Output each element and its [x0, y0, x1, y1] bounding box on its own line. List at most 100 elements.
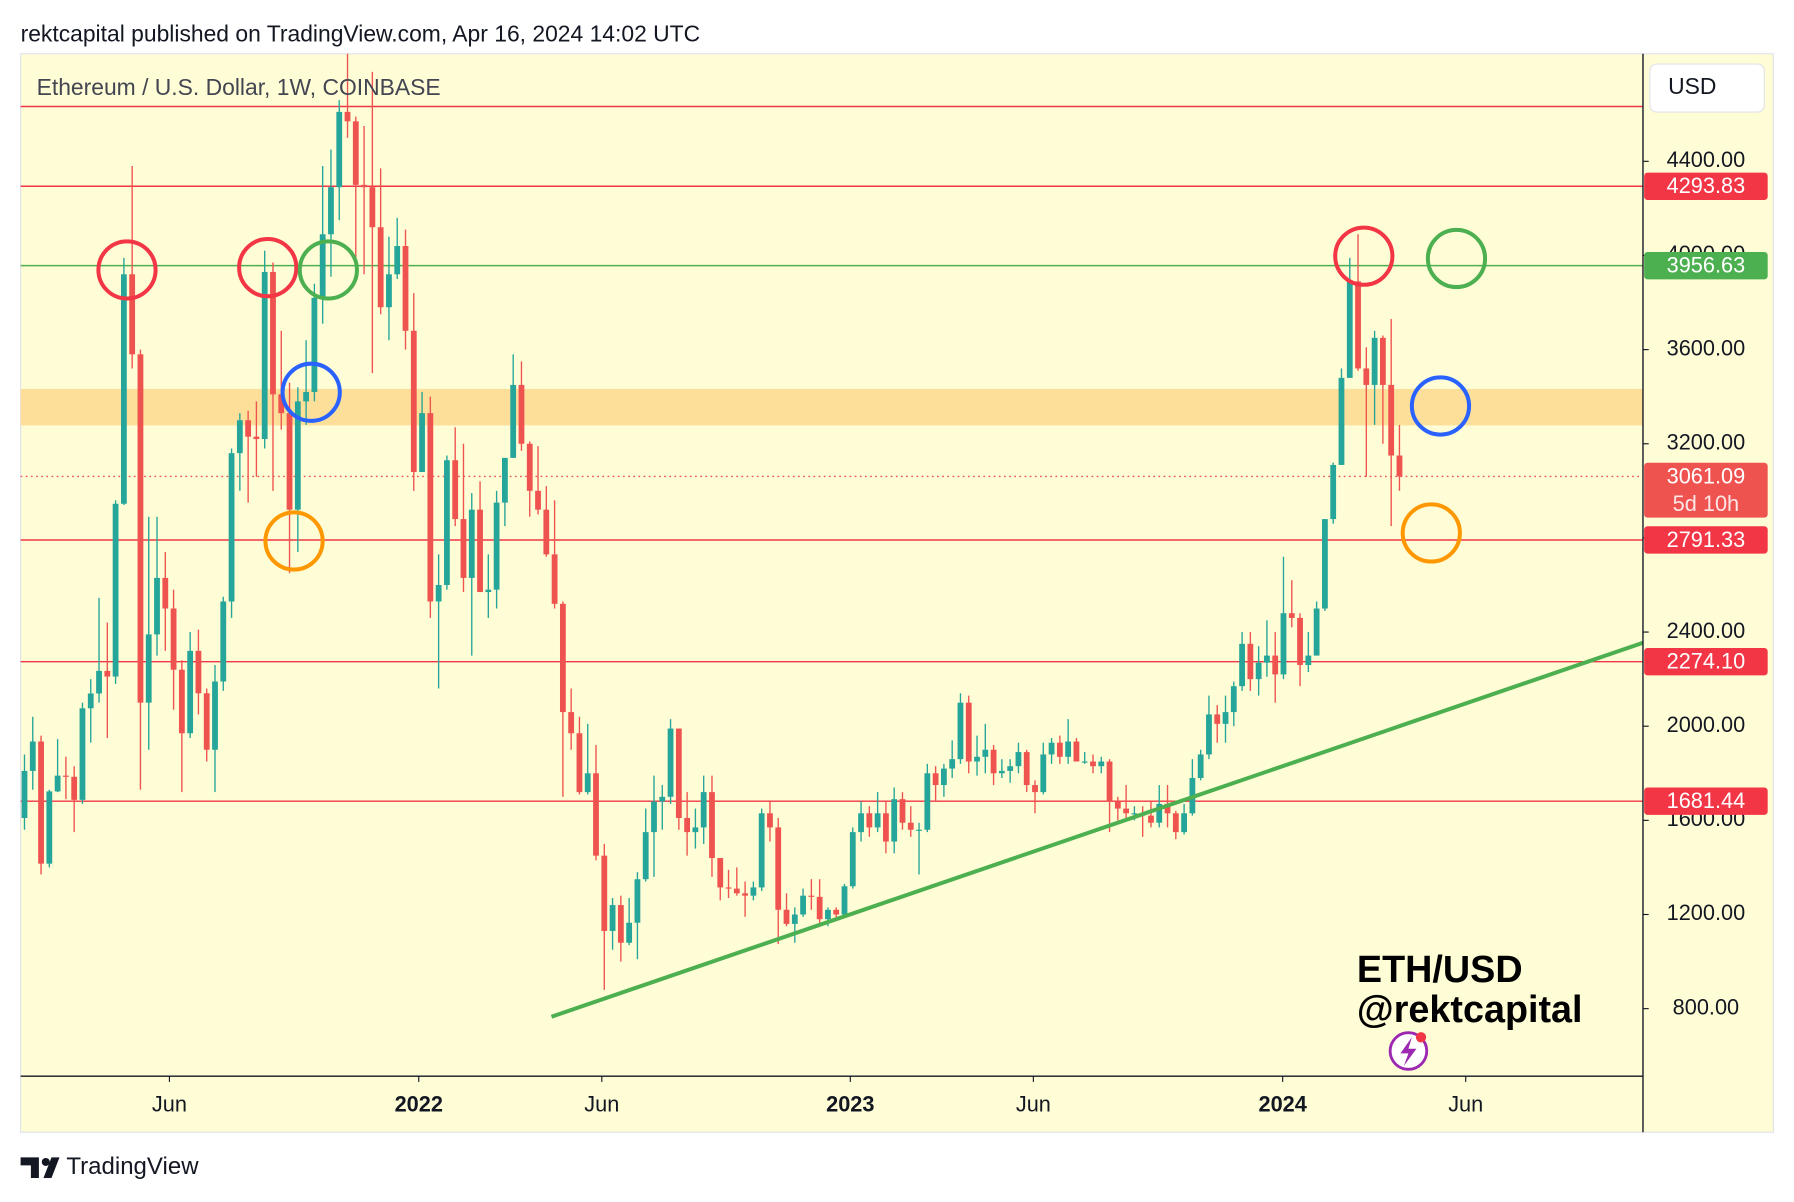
- candle-body: [87, 693, 94, 709]
- candle-body: [700, 792, 707, 828]
- y-tick-label: 4400.00: [1667, 147, 1746, 172]
- circle-marker: [1409, 375, 1472, 437]
- candle-body: [626, 922, 633, 943]
- candle-body: [1388, 384, 1395, 456]
- candle-body: [352, 121, 359, 185]
- candle-body: [253, 436, 260, 440]
- y-tick-label: 800.00: [1673, 994, 1739, 1019]
- candle-body: [270, 271, 276, 395]
- candle-body: [1056, 742, 1063, 757]
- candle-body: [518, 384, 525, 444]
- candle-body: [535, 490, 541, 510]
- candle-body: [1131, 813, 1138, 815]
- candle-body: [96, 670, 102, 694]
- x-tick-label: Jun: [584, 1092, 619, 1117]
- candle-body: [278, 394, 285, 414]
- candle-body: [402, 246, 409, 331]
- chart-background: [20, 53, 1774, 1133]
- candle-body: [899, 799, 906, 823]
- candle-body: [394, 246, 401, 275]
- candle-body: [328, 187, 334, 235]
- level-label: 1681.44: [1667, 788, 1746, 813]
- candle-body: [1114, 801, 1121, 809]
- candle-body: [29, 741, 36, 771]
- candle-body: [559, 603, 566, 713]
- candle-body: [883, 813, 889, 842]
- candle-body: [1239, 643, 1245, 687]
- level-label-box: [1644, 647, 1768, 676]
- candle-body: [667, 728, 674, 797]
- candle-body: [767, 813, 773, 828]
- x-tick-label: 2024: [1258, 1092, 1306, 1117]
- candle-body: [551, 554, 558, 604]
- candle-body: [684, 817, 691, 833]
- candle-body: [584, 773, 591, 793]
- candle-body: [311, 297, 318, 392]
- level-label: 4293.83: [1667, 173, 1746, 198]
- candle-body: [419, 413, 425, 473]
- level-label-box: [1644, 787, 1768, 815]
- candle-body: [1156, 803, 1163, 823]
- candle-body: [1330, 464, 1337, 520]
- annotation: ETH/USD: [1357, 948, 1523, 990]
- candle-body: [924, 773, 931, 830]
- candle-body: [849, 832, 856, 887]
- candle-body: [1214, 714, 1221, 724]
- candle-body: [949, 759, 956, 769]
- candle-body: [866, 813, 873, 828]
- symbol-title: Ethereum / U.S. Dollar, 1W, COINBASE: [37, 74, 441, 100]
- annotation: @rektcapital: [1357, 988, 1583, 1030]
- candle-body: [1272, 655, 1279, 675]
- y-tick-label: 2400.00: [1667, 618, 1746, 643]
- plot-area: [20, 53, 1643, 990]
- candle-body: [1197, 754, 1204, 778]
- y-tick-label: 3600.00: [1667, 335, 1746, 360]
- candle-body: [112, 503, 119, 677]
- candle-body: [932, 773, 939, 786]
- candle-body: [1007, 766, 1014, 771]
- candle-body: [651, 801, 657, 833]
- last-price-box: [1644, 462, 1768, 518]
- candle-body: [468, 509, 475, 578]
- candle-body: [717, 858, 724, 888]
- candle-body: [791, 914, 798, 924]
- circle-marker: [96, 239, 158, 301]
- candle-body: [1081, 761, 1088, 763]
- candle-body: [709, 792, 715, 859]
- candle-body: [120, 274, 127, 504]
- candle-body: [162, 577, 169, 609]
- candle-body: [203, 693, 210, 750]
- x-tick-label: Jun: [1448, 1092, 1483, 1117]
- candle-body: [1230, 686, 1237, 713]
- candle-body: [1065, 741, 1072, 757]
- footer-logo: [20, 1157, 60, 1178]
- candle-body: [593, 773, 599, 856]
- candle-body: [212, 681, 218, 750]
- candle-body: [990, 749, 997, 774]
- candle-body: [319, 234, 326, 298]
- candle-body: [361, 184, 367, 188]
- candle-body: [1123, 808, 1130, 814]
- candle-body: [1090, 761, 1096, 767]
- candle-body: [758, 813, 765, 888]
- candle-body: [386, 274, 392, 308]
- candle-body: [1222, 712, 1229, 724]
- candle-body: [965, 702, 972, 762]
- candle-body: [501, 457, 508, 503]
- candle-body: [1255, 662, 1262, 680]
- circle-marker: [237, 237, 299, 299]
- candle-body: [286, 413, 293, 510]
- candle-body: [982, 749, 989, 757]
- candle-body: [783, 909, 790, 924]
- candle-body: [642, 832, 649, 880]
- candle-body: [1264, 655, 1270, 663]
- currency[interactable]: USD: [1668, 73, 1716, 99]
- currency-button[interactable]: [1649, 63, 1765, 113]
- candle-body: [858, 813, 864, 833]
- candle-body: [617, 905, 624, 943]
- candle-body: [129, 274, 136, 355]
- circle-marker: [297, 239, 359, 301]
- candle-body: [816, 896, 823, 920]
- candle-body: [1148, 815, 1154, 823]
